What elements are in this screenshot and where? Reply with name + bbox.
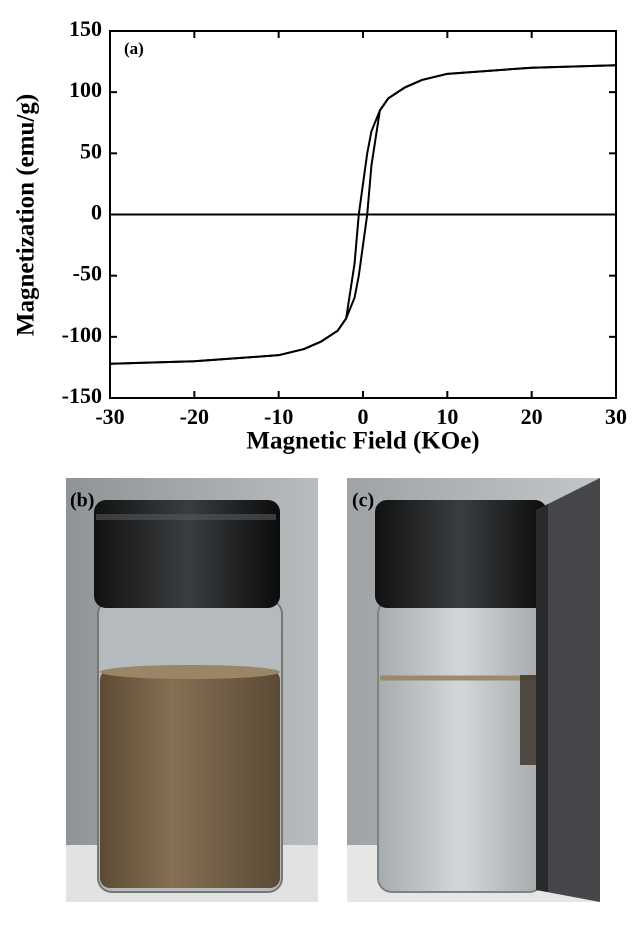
y-tick-label: 0 xyxy=(91,200,102,225)
x-tick-label: -30 xyxy=(95,404,124,429)
x-tick-label: -10 xyxy=(264,404,293,429)
y-tick-label: -50 xyxy=(73,261,102,286)
x-tick-label: -20 xyxy=(180,404,209,429)
y-tick-label: -100 xyxy=(62,322,102,347)
x-tick-label: 20 xyxy=(521,404,543,429)
photo-c: (c) xyxy=(347,478,600,902)
y-tick-label: 150 xyxy=(69,16,102,41)
y-tick-label: -150 xyxy=(62,383,102,408)
x-tick-label: 0 xyxy=(358,404,369,429)
x-tick-label: 10 xyxy=(436,404,458,429)
photo-label: (c) xyxy=(352,490,374,512)
y-tick-label: 50 xyxy=(80,138,102,163)
hysteresis-branch xyxy=(109,64,617,365)
x-axis-label: Magnetic Field (KOe) xyxy=(246,428,479,455)
photo-b: (b) xyxy=(66,478,318,902)
y-axis-label: Magnetization (emu/g) xyxy=(13,94,40,336)
chart: (a) Magnetic Field (KOe) Magnetization (… xyxy=(13,16,627,455)
photo-label: (b) xyxy=(70,490,94,512)
photos: (b) (c) xyxy=(66,478,600,902)
panel-label: (a) xyxy=(124,39,144,58)
x-tick-label: 30 xyxy=(605,404,627,429)
y-tick-label: 100 xyxy=(69,77,102,102)
